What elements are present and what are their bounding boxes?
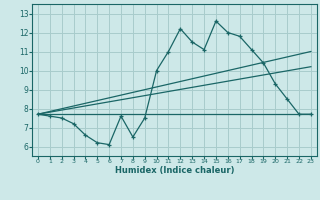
X-axis label: Humidex (Indice chaleur): Humidex (Indice chaleur) (115, 166, 234, 175)
